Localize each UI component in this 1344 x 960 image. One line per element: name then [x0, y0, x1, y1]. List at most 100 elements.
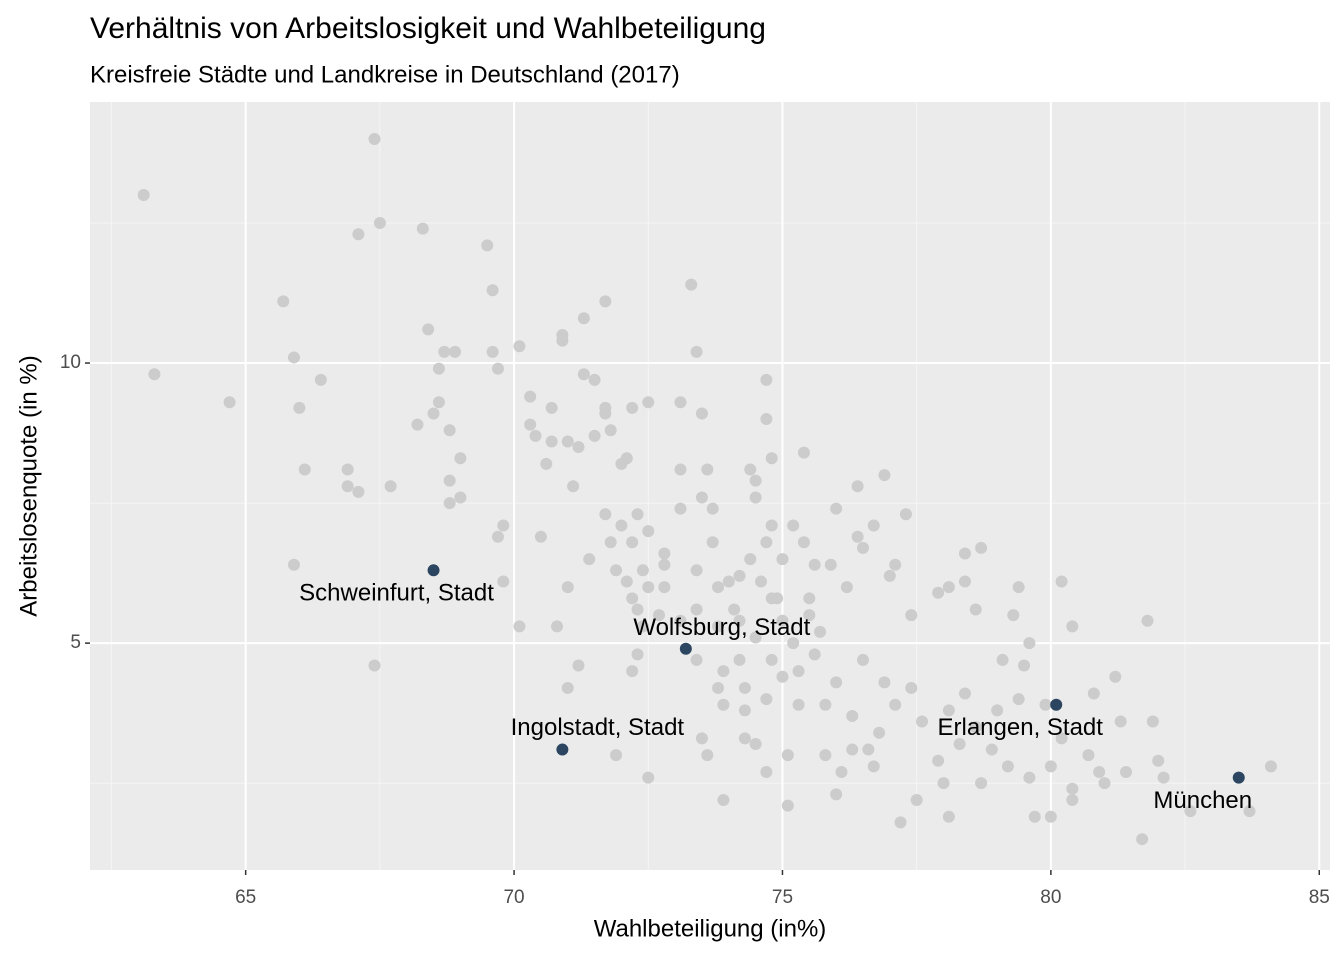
point [341, 480, 354, 493]
point [416, 222, 429, 235]
point [1066, 620, 1079, 633]
y-tick-label: 10 [60, 352, 81, 373]
point [792, 698, 805, 711]
point [830, 502, 843, 515]
plot-panel [90, 102, 1330, 870]
x-tick-label: 70 [503, 887, 524, 908]
point [765, 592, 778, 605]
point [599, 295, 612, 308]
point [674, 614, 687, 627]
point [422, 323, 435, 336]
point [443, 424, 456, 437]
point [572, 659, 585, 672]
point [760, 413, 773, 426]
point [1023, 637, 1036, 650]
point [636, 564, 649, 577]
point [937, 777, 950, 790]
point [760, 693, 773, 706]
point [803, 609, 816, 622]
point [932, 586, 945, 599]
point [712, 581, 725, 594]
grid: 65 70 75 80 85 5 10 [60, 102, 1330, 908]
point [1109, 670, 1122, 683]
point [513, 340, 526, 353]
point [942, 581, 955, 594]
point [1066, 782, 1079, 795]
point [749, 491, 762, 504]
point [1023, 771, 1036, 784]
point [658, 558, 671, 571]
point [1184, 805, 1197, 818]
highlight-point [556, 743, 569, 756]
point [438, 345, 451, 358]
point [824, 558, 837, 571]
point [958, 575, 971, 588]
point [610, 749, 623, 762]
point [856, 541, 869, 554]
point [551, 620, 564, 633]
point [567, 480, 580, 493]
point [717, 793, 730, 806]
point [760, 765, 773, 778]
point [765, 653, 778, 666]
point [1018, 659, 1031, 672]
point [862, 743, 875, 756]
point [701, 463, 714, 476]
point [481, 239, 494, 252]
point [674, 463, 687, 476]
point [1243, 805, 1256, 818]
point [497, 519, 510, 532]
chart-title: Verhältnis von Arbeitslosigkeit und Wahl… [90, 12, 766, 45]
point [636, 620, 649, 633]
point [1146, 715, 1159, 728]
point [781, 799, 794, 812]
point [604, 536, 617, 549]
point [846, 709, 859, 722]
point [765, 519, 778, 532]
point [830, 676, 843, 689]
point [577, 368, 590, 381]
point [427, 407, 440, 420]
point [969, 603, 982, 616]
point [626, 536, 639, 549]
point [754, 575, 767, 588]
point [878, 676, 891, 689]
point [808, 558, 821, 571]
point [454, 452, 467, 465]
point [631, 508, 644, 521]
point [642, 581, 655, 594]
point [958, 687, 971, 700]
point [1087, 687, 1100, 700]
point [942, 704, 955, 717]
marks: Schweinfurt, Stadt Wolfsburg, Stadt Ingols… [137, 132, 1277, 846]
point [1044, 760, 1057, 773]
point [738, 732, 751, 745]
point [631, 603, 644, 616]
point [610, 564, 623, 577]
point [556, 334, 569, 347]
point [776, 670, 789, 683]
point [443, 497, 456, 510]
point [889, 558, 902, 571]
point [867, 519, 880, 532]
point [706, 536, 719, 549]
point [808, 648, 821, 661]
point [733, 653, 746, 666]
point [996, 653, 1009, 666]
point [1007, 609, 1020, 622]
point-label: Ingolstadt, Stadt [511, 714, 685, 741]
point-label: Wolfsburg, Stadt [633, 614, 810, 641]
point [148, 368, 161, 381]
point [486, 284, 499, 297]
highlight-point [679, 642, 692, 655]
point [867, 760, 880, 773]
point [653, 609, 666, 622]
point [540, 457, 553, 470]
point [728, 603, 741, 616]
point [819, 698, 832, 711]
point [846, 743, 859, 756]
point [454, 491, 467, 504]
point [738, 704, 751, 717]
point [792, 665, 805, 678]
